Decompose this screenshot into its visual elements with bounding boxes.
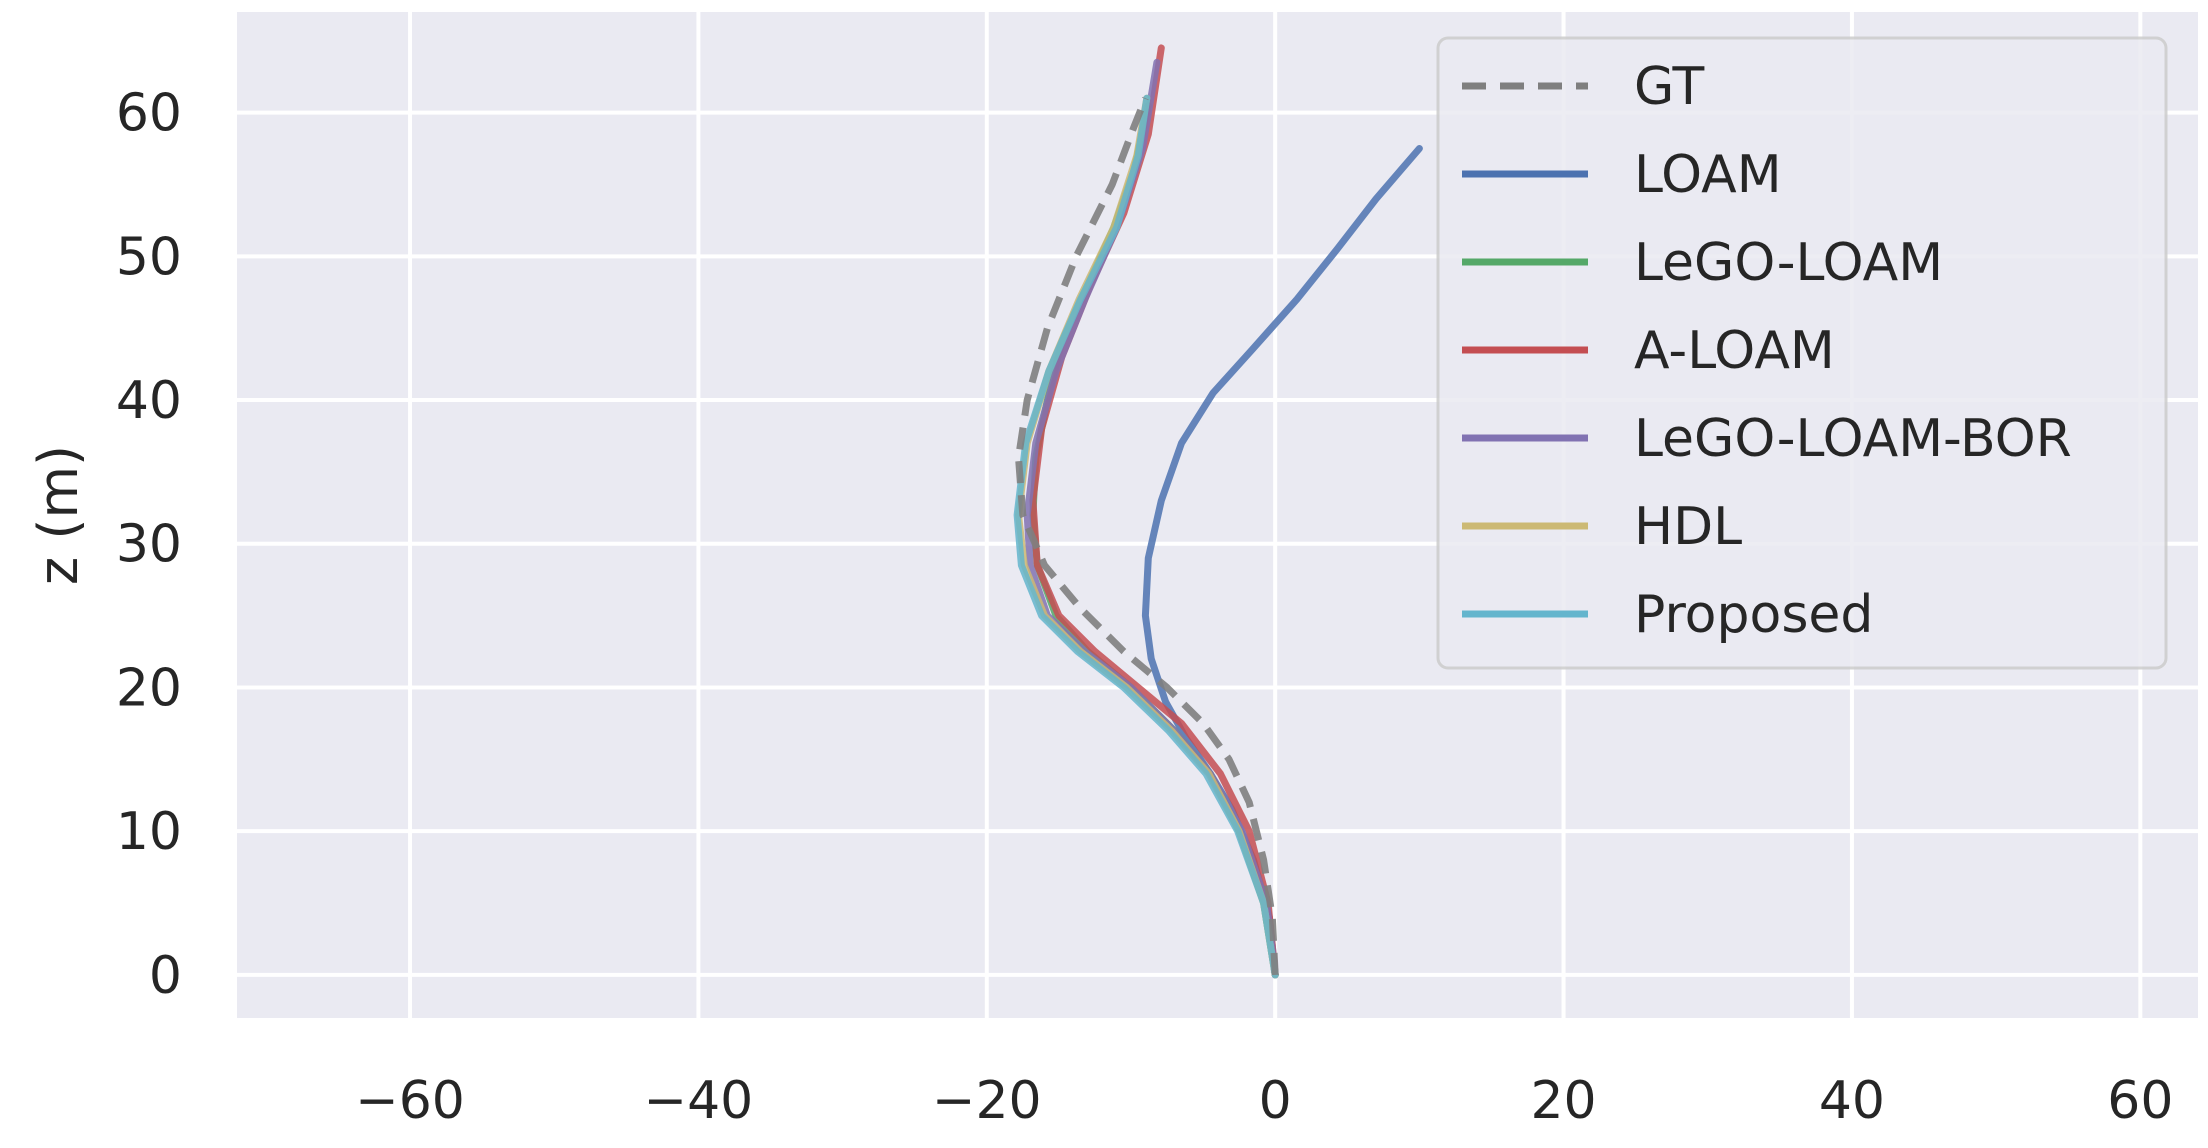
legend-label-lego-loam: LeGO-LOAM <box>1634 233 1943 293</box>
x-tick-label: −20 <box>932 1071 1042 1131</box>
series-line-proposed <box>1013 94 1279 979</box>
legend-label-gt: GT <box>1634 57 1704 117</box>
legend-label-proposed: Proposed <box>1634 585 1873 645</box>
x-tick-label: 40 <box>1819 1071 1885 1131</box>
y-tick-label: 10 <box>116 802 182 862</box>
y-tick-label: 20 <box>116 658 182 718</box>
y-tick-label: 0 <box>149 946 182 1006</box>
y-axis-label: z (m) <box>27 445 90 585</box>
y-tick-label: 40 <box>116 371 182 431</box>
legend-frame <box>1436 36 2168 670</box>
legend-label-hdl: HDL <box>1634 497 1742 557</box>
y-tick-label: 60 <box>116 84 182 144</box>
x-tick-label: −60 <box>355 1071 465 1131</box>
y-tick-label: 50 <box>116 227 182 287</box>
legend: GT LOAM LeGO-LOAM A-LOAM LeGO-LOAM-BOR HDL Pro… <box>1436 36 2168 670</box>
y-tick-labels: 0 10 20 30 40 50 60 <box>116 84 182 1006</box>
y-tick-label: 30 <box>116 515 182 575</box>
x-tick-label: −40 <box>644 1071 754 1131</box>
legend-label-a-loam: A-LOAM <box>1634 321 1835 381</box>
series-lines <box>1013 44 1423 979</box>
series-line-gt <box>1015 96 1279 976</box>
x-tick-labels: −60 −40 −20 0 20 40 60 <box>355 1071 2173 1131</box>
legend-label-lego-loam-bor: LeGO-LOAM-BOR <box>1634 409 2072 469</box>
legend-label-loam: LOAM <box>1634 145 1782 205</box>
x-tick-label: 0 <box>1259 1071 1292 1131</box>
x-tick-label: 20 <box>1530 1071 1596 1131</box>
x-tick-label: 60 <box>2107 1071 2173 1131</box>
